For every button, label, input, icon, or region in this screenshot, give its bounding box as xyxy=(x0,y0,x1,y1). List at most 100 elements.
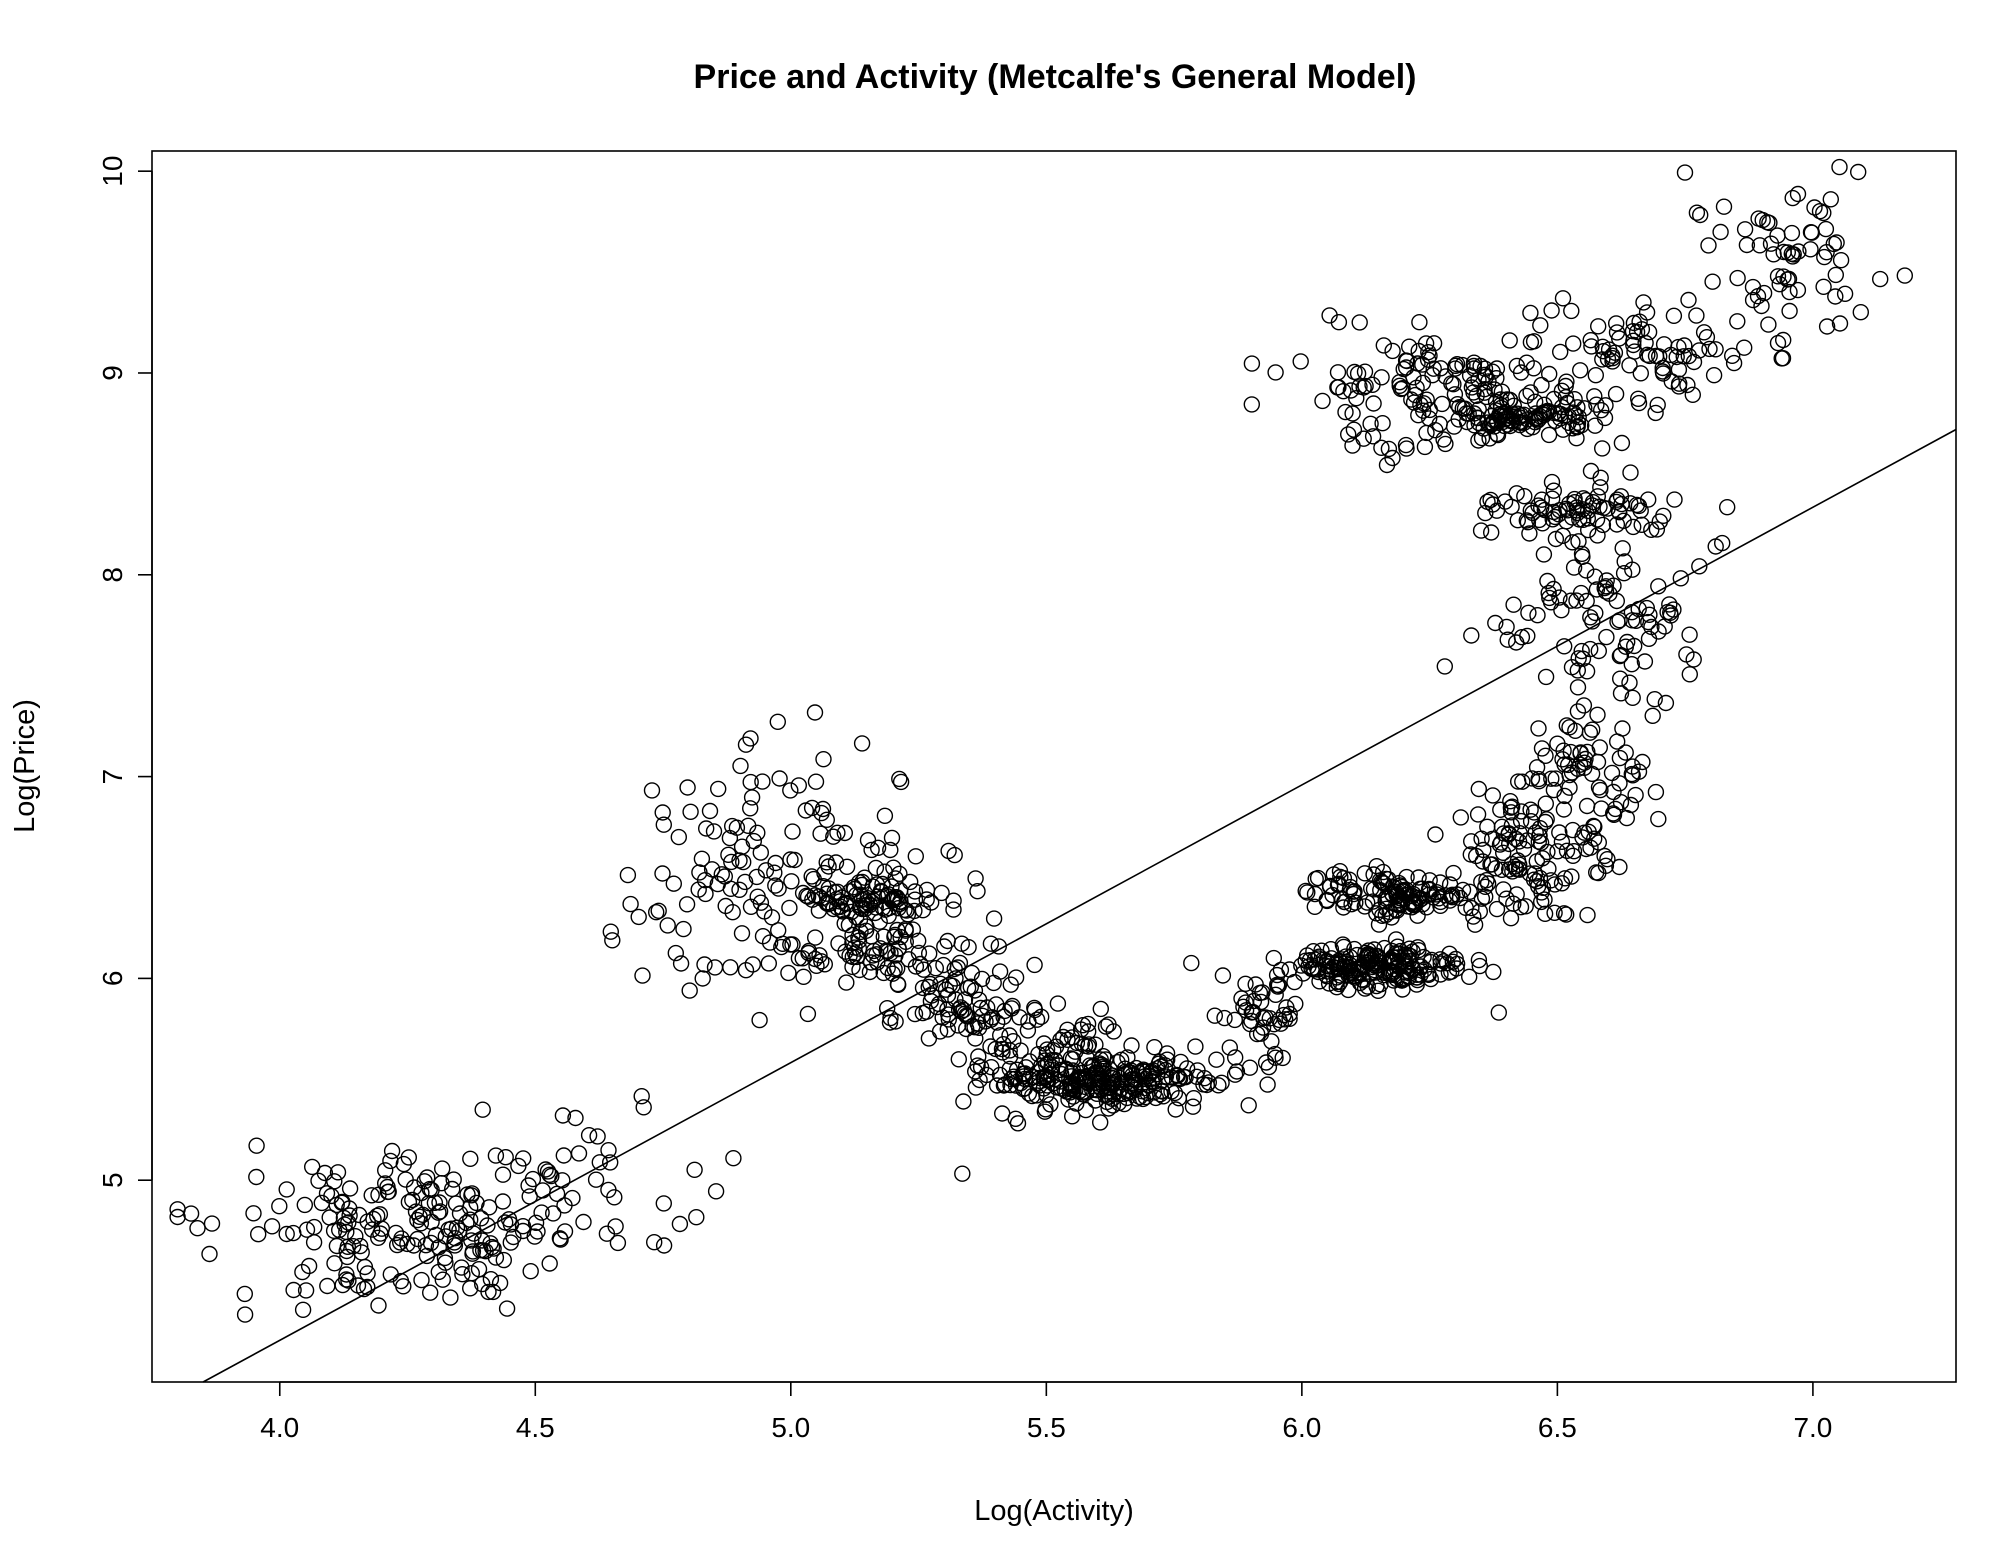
data-point xyxy=(1441,876,1459,893)
data-point xyxy=(1647,404,1664,422)
data-point xyxy=(1374,415,1391,432)
data-point xyxy=(382,1152,399,1170)
data-point xyxy=(1713,534,1731,552)
data-point xyxy=(749,824,766,841)
data-point xyxy=(812,825,829,842)
data-point xyxy=(971,1071,988,1089)
data-point xyxy=(1309,869,1327,887)
data-point xyxy=(1639,491,1657,508)
data-point xyxy=(1473,830,1490,847)
data-point xyxy=(1260,1058,1278,1076)
data-point xyxy=(1087,1036,1104,1053)
data-point xyxy=(1528,853,1546,870)
data-point xyxy=(1525,360,1542,377)
data-point xyxy=(1494,844,1512,861)
data-point xyxy=(1607,385,1625,403)
data-point xyxy=(991,1066,1009,1084)
data-point xyxy=(733,838,751,855)
data-point xyxy=(1597,397,1614,414)
data-point xyxy=(1583,338,1600,355)
data-point xyxy=(1565,559,1583,576)
data-point xyxy=(679,779,696,796)
data-point xyxy=(1362,415,1379,432)
data-point xyxy=(955,1093,972,1110)
data-point xyxy=(1418,391,1435,408)
regression-line xyxy=(202,428,1957,1383)
data-point xyxy=(463,1187,480,1204)
plot-frame xyxy=(151,150,1957,1383)
data-point xyxy=(1337,403,1354,421)
data-point xyxy=(1398,440,1415,457)
data-point xyxy=(1612,685,1630,702)
data-point xyxy=(1267,364,1284,381)
data-point xyxy=(1680,347,1698,365)
data-point xyxy=(1577,840,1595,858)
data-point xyxy=(1545,781,1563,799)
data-point xyxy=(598,1225,616,1242)
data-point xyxy=(602,923,619,940)
data-point xyxy=(1335,899,1352,916)
data-point xyxy=(918,891,935,908)
data-point xyxy=(920,978,937,996)
data-point xyxy=(431,1203,449,1220)
data-point xyxy=(967,1079,985,1096)
data-point xyxy=(1661,596,1678,613)
data-point xyxy=(1012,1042,1029,1059)
data-point xyxy=(1571,756,1589,773)
data-point xyxy=(1774,350,1792,367)
data-point xyxy=(1021,1053,1038,1070)
data-point xyxy=(1092,1000,1110,1018)
data-point xyxy=(1624,767,1641,784)
data-point xyxy=(892,773,910,791)
x-tick-label: 5.0 xyxy=(771,1412,810,1443)
data-point xyxy=(437,1254,454,1271)
data-point xyxy=(1678,646,1695,663)
data-point xyxy=(510,1157,527,1175)
data-point xyxy=(1643,521,1660,538)
data-point xyxy=(520,1177,537,1194)
data-point xyxy=(399,1235,416,1253)
data-point xyxy=(1555,905,1573,922)
data-point xyxy=(1546,876,1564,893)
data-point xyxy=(1511,825,1528,842)
data-point xyxy=(1615,565,1633,582)
data-point xyxy=(263,1218,281,1235)
data-point xyxy=(761,934,779,951)
data-point xyxy=(1725,354,1743,372)
data-point xyxy=(848,886,865,904)
data-point xyxy=(1492,801,1509,818)
data-point xyxy=(856,869,873,886)
data-point xyxy=(1586,818,1603,835)
data-point xyxy=(1751,237,1769,254)
data-point xyxy=(1476,888,1494,905)
data-point xyxy=(487,1147,505,1164)
data-point xyxy=(1537,668,1555,686)
data-point xyxy=(1133,1082,1151,1100)
data-point xyxy=(853,735,871,752)
data-point xyxy=(1522,502,1540,519)
data-point xyxy=(790,777,807,794)
data-point xyxy=(1680,291,1697,309)
data-point xyxy=(659,917,676,934)
data-point xyxy=(1383,909,1400,926)
data-point xyxy=(1647,783,1665,801)
y-axis: 5 6 7 8 9 10 xyxy=(97,156,153,1188)
data-point xyxy=(1100,1088,1117,1105)
data-point xyxy=(300,1257,318,1275)
data-point xyxy=(880,886,897,903)
data-point xyxy=(1472,357,1489,375)
data-point xyxy=(1243,355,1261,372)
data-point xyxy=(751,1011,768,1029)
data-point xyxy=(1818,318,1836,335)
data-point xyxy=(483,1238,501,1256)
data-point xyxy=(1612,794,1630,811)
data-point xyxy=(1240,1097,1257,1114)
data-point xyxy=(844,934,861,952)
data-point xyxy=(1614,540,1631,557)
data-point xyxy=(844,958,861,976)
data-point xyxy=(1545,482,1563,499)
data-point xyxy=(1482,856,1499,873)
data-point xyxy=(1448,356,1466,373)
data-point xyxy=(1508,886,1525,903)
data-point xyxy=(1676,337,1693,354)
